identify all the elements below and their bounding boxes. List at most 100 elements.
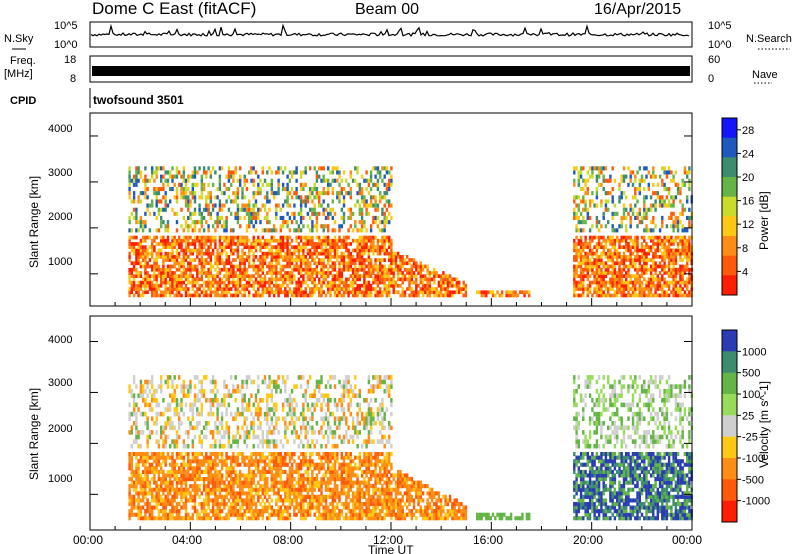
heatmap-cell: [189, 491, 192, 496]
heatmap-cell: [439, 274, 443, 278]
heatmap-cell: [193, 264, 197, 269]
heatmap-cell: [261, 242, 264, 246]
heatmap-cell: [374, 264, 377, 269]
heatmap-cell: [261, 277, 264, 282]
heatmap-cell: [652, 182, 655, 187]
heatmap-cell: [379, 220, 382, 225]
heatmap-cell: [193, 393, 197, 398]
heatmap-cell: [144, 261, 147, 266]
heatmap-cell: [331, 238, 334, 243]
heatmap-cell: [171, 421, 174, 426]
heatmap-cell: [275, 248, 278, 253]
heatmap-cell: [340, 238, 343, 243]
heatmap-cell: [579, 255, 583, 259]
heatmap-cell: [169, 264, 172, 269]
heatmap-cell: [672, 195, 675, 200]
heatmap-cell: [198, 398, 201, 403]
heatmap-cell: [218, 487, 222, 492]
heatmap-cell: [320, 261, 323, 266]
heatmap-cell: [234, 398, 237, 403]
heatmap-cell: [683, 166, 687, 171]
heatmap-cell: [137, 516, 140, 521]
heatmap-cell: [390, 242, 393, 246]
heatmap-cell: [338, 191, 341, 196]
heatmap-cell: [135, 170, 138, 175]
heatmap-cell: [225, 274, 228, 278]
heatmap-cell: [609, 238, 612, 243]
heatmap-cell: [509, 290, 513, 295]
heatmap-cell: [640, 258, 644, 262]
heatmap-cell: [670, 235, 673, 240]
heatmap-cell: [426, 283, 429, 288]
heatmap-cell: [252, 293, 255, 298]
heatmap-cell: [575, 248, 578, 253]
heatmap-cell: [239, 411, 242, 417]
heatmap-cell: [525, 290, 529, 295]
heatmap-cell: [132, 505, 136, 510]
heatmap-cell: [182, 264, 185, 269]
heatmap-cell: [279, 248, 282, 253]
heatmap-cell: [227, 469, 231, 474]
heatmap-cell: [144, 220, 147, 225]
heatmap-cell: [460, 290, 463, 295]
heatmap-cell: [620, 174, 623, 179]
heatmap-cell: [620, 224, 623, 229]
heatmap-cell: [295, 245, 298, 249]
heatmap-cell: [141, 455, 145, 460]
heatmap-cell: [672, 280, 675, 285]
heatmap-cell: [607, 271, 610, 275]
heatmap-cell: [595, 261, 599, 266]
heatmap-cell: [198, 494, 201, 499]
heatmap-cell: [268, 251, 271, 256]
heatmap-cell: [676, 228, 680, 233]
heatmap-cell: [162, 271, 165, 275]
heatmap-cell: [270, 287, 273, 291]
heatmap-cell: [618, 199, 621, 204]
heatmap-cell: [634, 280, 637, 285]
heatmap-cell: [634, 245, 637, 249]
heatmap-cell: [243, 235, 246, 240]
heatmap-cell: [390, 182, 393, 187]
heatmap-cell: [652, 191, 655, 196]
heatmap-cell: [171, 384, 174, 389]
heatmap-cell: [184, 290, 188, 295]
heatmap-cell: [281, 280, 285, 285]
heatmap-cell: [169, 271, 172, 275]
heatmap-cell: [636, 248, 639, 253]
heatmap-cell: [139, 384, 143, 389]
heatmap-cell: [162, 491, 165, 496]
heatmap-cell: [266, 280, 269, 285]
heatmap-cell: [209, 469, 212, 474]
heatmap-cell: [171, 393, 174, 398]
heatmap-cell: [155, 258, 158, 262]
heatmap-cell: [284, 255, 287, 259]
heatmap-cell: [169, 375, 172, 380]
heatmap-cell: [151, 166, 154, 171]
heatmap-cell: [171, 439, 174, 444]
heatmap-cell: [663, 242, 666, 246]
heatmap-cell: [200, 264, 203, 269]
heatmap-cell: [643, 245, 646, 249]
heatmap-cell: [180, 283, 183, 288]
heatmap-cell: [279, 271, 282, 275]
heatmap-cell: [358, 258, 361, 262]
heatmap-cell: [295, 248, 298, 253]
heatmap-cell: [248, 220, 251, 225]
heatmap-cell: [200, 191, 203, 196]
heatmap-cell: [293, 290, 296, 295]
heatmap-cell: [236, 251, 240, 256]
heatmap-cell: [263, 178, 267, 183]
heatmap-cell: [146, 502, 149, 507]
heatmap-cell: [169, 255, 172, 259]
heatmap-cell: [223, 402, 226, 408]
heatmap-cell: [638, 283, 641, 288]
heatmap-cell: [618, 182, 621, 187]
heatmap-cell: [130, 242, 133, 246]
heatmap-cell: [200, 258, 203, 262]
heatmap-cell: [663, 235, 666, 240]
heatmap-cell: [322, 238, 325, 243]
heatmap-cell: [144, 248, 147, 253]
heatmap-cell: [223, 274, 226, 278]
heatmap-cell: [455, 287, 459, 291]
heatmap-cell: [575, 274, 578, 278]
